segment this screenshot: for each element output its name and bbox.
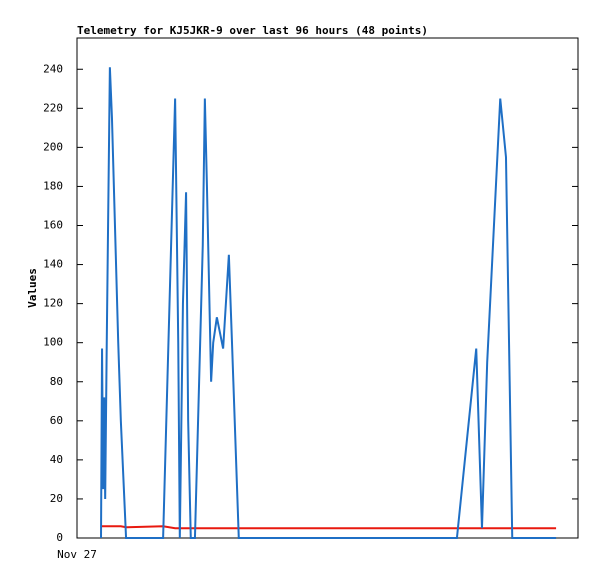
x-tick-label: Nov 27 <box>57 548 97 561</box>
y-tick-label: 0 <box>56 531 63 544</box>
plot-frame <box>76 37 579 539</box>
y-tick-label: 200 <box>43 140 63 153</box>
y-tick-label: 140 <box>43 258 63 271</box>
y-tick-label: 60 <box>50 414 63 427</box>
y-tick-label: 180 <box>43 179 63 192</box>
series-line <box>101 525 557 530</box>
y-tick-label: 160 <box>43 219 63 232</box>
y-tick-label: 40 <box>50 453 63 466</box>
chart-title: Telemetry for KJ5JKR-9 over last 96 hour… <box>77 24 428 37</box>
y-tick-label: 120 <box>43 297 63 310</box>
y-axis-label: Values <box>26 268 39 308</box>
y-tick-label: 240 <box>43 62 63 75</box>
y-tick-label: 220 <box>43 101 63 114</box>
y-tick-label: 100 <box>43 336 63 349</box>
y-tick-label: 20 <box>50 492 63 505</box>
y-tick-label: 80 <box>50 375 63 388</box>
series-line <box>100 67 557 539</box>
